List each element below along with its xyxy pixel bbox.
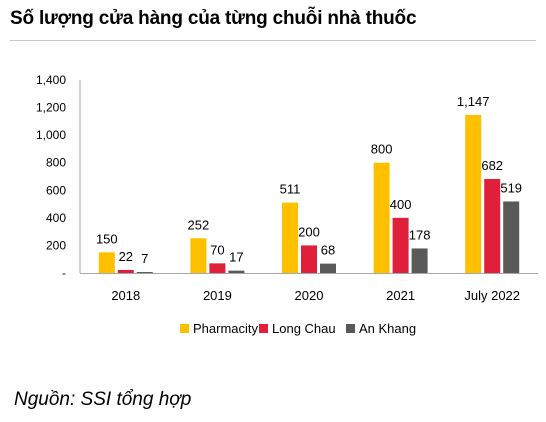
y-tick-label: 1,000 [36,128,66,142]
y-tick-label: - [62,266,66,280]
data-label: 800 [371,142,393,157]
data-label: 682 [481,158,503,173]
data-label: 150 [96,231,118,246]
data-label: 70 [210,242,224,257]
x-tick-label: 2020 [295,288,324,303]
bar-long-chau [209,263,226,273]
bar-pharmacity [98,252,115,273]
legend-label: Long Chau [272,321,336,336]
legend-swatch [180,324,189,333]
y-tick-label: 200 [46,238,66,252]
data-label: 17 [229,250,243,265]
bar-long-chau [301,245,317,273]
bar-an-khang [411,248,428,273]
legend-swatch [259,324,268,333]
x-tick-label: July 2022 [464,288,520,303]
bar-an-khang [320,263,336,273]
bar-pharmacity [190,238,207,273]
legend-swatch [346,324,355,333]
x-tick-label: 2019 [203,288,232,303]
y-tick-label: 1,400 [36,73,66,87]
data-label: 178 [409,227,431,242]
y-tick-label: 400 [46,211,66,225]
y-tick-label: 800 [46,156,66,170]
data-label: 200 [298,224,320,239]
bar-long-chau [117,269,134,273]
data-label: 400 [390,197,412,212]
bar-an-khang [503,201,520,273]
bar-an-khang [228,270,245,273]
legend-label: An Khang [359,321,416,336]
bar-pharmacity [465,114,482,273]
bar-an-khang [136,272,153,274]
data-label: 252 [188,217,210,232]
data-label: 1,147 [457,94,490,109]
data-label: 519 [500,180,522,195]
source-note: Nguồn: SSI tổng hợp [14,389,192,410]
bar-pharmacity [282,202,298,273]
data-label: 22 [119,249,133,264]
y-tick-label: 600 [46,183,66,197]
bar-long-chau [392,217,409,273]
title-divider [10,40,536,41]
legend-label: Pharmacity [193,321,259,336]
y-tick-label: 1,200 [36,101,66,115]
x-tick-label: 2018 [111,288,140,303]
bar-long-chau [484,178,501,273]
x-tick-label: 2021 [386,288,415,303]
chart-title: Số lượng cửa hàng của từng chuỗi nhà thu… [10,8,417,29]
bar-pharmacity [373,162,390,273]
data-label: 511 [280,182,301,197]
data-label: 68 [321,243,335,258]
data-label: 7 [141,251,148,266]
